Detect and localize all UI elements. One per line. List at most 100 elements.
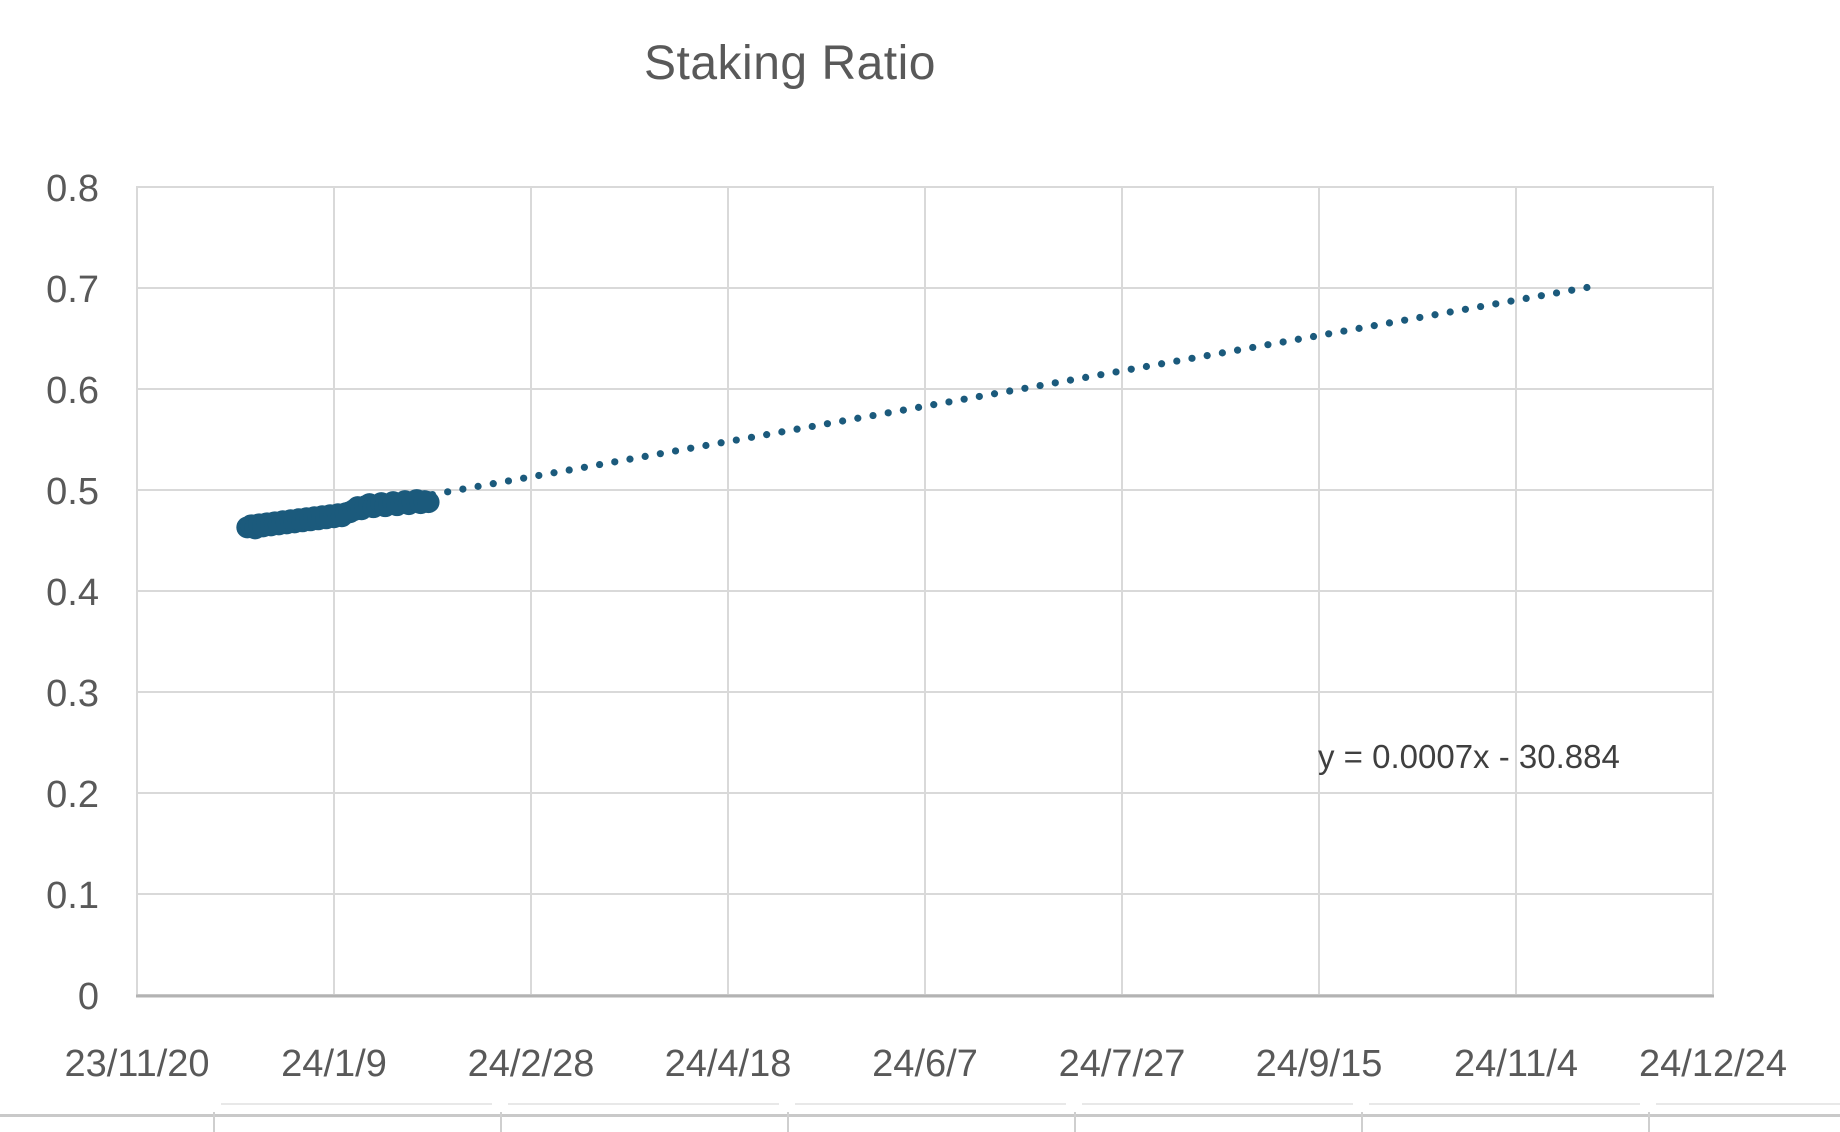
trendline-dot [854, 414, 862, 422]
trendline-dot [1279, 338, 1287, 346]
trendline-dot [930, 401, 938, 409]
trendline-dot [611, 458, 619, 466]
trendline-dot [1264, 341, 1272, 349]
y-axis-tick-label: 0.5 [46, 471, 99, 513]
trendline-dot [1325, 330, 1333, 338]
next-row-cell-divider [500, 1112, 502, 1132]
trendline-dot [1051, 379, 1059, 387]
x-axis-tick-label: 24/4/18 [665, 1043, 792, 1085]
trendline-dot [1294, 335, 1302, 343]
y-axis-tick-label: 0.8 [46, 168, 99, 210]
x-axis-tick-label: 24/12/24 [1639, 1043, 1787, 1085]
next-row-cell-top-edge [508, 1103, 779, 1105]
trendline-dot [444, 488, 452, 496]
trendline-dot [869, 411, 877, 420]
trendline-dot [1066, 376, 1075, 384]
trendline-dot [1340, 327, 1348, 335]
next-row-cell-top-edge [795, 1103, 1066, 1105]
x-axis-tick-label: 24/2/28 [468, 1043, 595, 1085]
trendline-dot [839, 417, 847, 425]
next-row-cell-top-edge [1369, 1103, 1640, 1105]
trendline-dot [1446, 308, 1454, 316]
trendline-dot [459, 485, 467, 493]
trendline-dot [1431, 311, 1439, 319]
trendline-dot [474, 482, 482, 490]
y-axis-tick-label: 0.1 [46, 875, 99, 917]
trendline-dot [1385, 319, 1394, 327]
chart-title: Staking Ratio [644, 37, 936, 90]
trendline-dot [1249, 343, 1257, 352]
trendline-dot [747, 433, 756, 441]
trendline-dot [1173, 357, 1181, 365]
trendline-equation-label: y = 0.0007x - 30.884 [1318, 738, 1620, 775]
x-axis-tick-label: 24/11/4 [1454, 1043, 1578, 1085]
next-row-cell-top-edge [1656, 1103, 1840, 1105]
trendline-dot [1127, 365, 1135, 373]
trendline-dot [1492, 300, 1500, 308]
trendline-dot [1568, 286, 1576, 294]
next-row-cell-top-edge [1082, 1103, 1353, 1105]
trendline-dot [1188, 354, 1196, 362]
trendline-dot [778, 428, 786, 436]
trendline-dot [899, 406, 907, 414]
trendline-dot [1416, 313, 1424, 322]
trendline-dot [1537, 292, 1545, 300]
y-axis-tick-label: 0.7 [46, 269, 99, 311]
trendline-dot [687, 444, 695, 452]
next-row-top-rule [0, 1114, 1840, 1117]
trendline-dot [1552, 289, 1561, 297]
x-axis-tick-label: 24/6/7 [872, 1043, 978, 1085]
next-row-cell-divider [1074, 1112, 1076, 1132]
trendline-dot [1082, 373, 1090, 381]
trendline-dot [990, 390, 999, 398]
next-row-cell-divider [787, 1112, 789, 1132]
x-axis-tick-label: 24/9/15 [1256, 1043, 1383, 1085]
trendline-dot [823, 420, 832, 428]
y-axis-tick-label: 0.2 [46, 774, 99, 816]
trendline-dot [975, 392, 983, 401]
trendline-dot [489, 480, 497, 488]
trendline-dot [1522, 294, 1530, 302]
trendline-dot [884, 409, 892, 417]
y-axis-tick-label: 0.3 [46, 673, 99, 715]
next-row-cell-top-edge [221, 1103, 492, 1105]
trendline-dot [1355, 324, 1363, 332]
next-row-cell-divider [213, 1112, 215, 1132]
trendline-dot [595, 460, 604, 469]
y-axis-tick-label: 0 [78, 976, 99, 1018]
trendline-dot [717, 439, 725, 447]
trendline-dot [1097, 371, 1105, 379]
trendline-dot [732, 436, 740, 444]
trendline-dot [504, 477, 513, 485]
trendline-dot [808, 422, 816, 431]
next-row-cell-divider [1361, 1112, 1363, 1132]
x-axis-tick-label: 24/1/9 [281, 1043, 387, 1085]
y-axis-tick-label: 0.6 [46, 370, 99, 412]
trendline-dot [626, 455, 634, 463]
trendline-dot [1218, 349, 1226, 357]
trendline-dot [1461, 305, 1470, 313]
trendline-dot [1370, 322, 1378, 330]
trendline-dot [702, 441, 710, 450]
trendline-dot [520, 474, 528, 482]
data-point [417, 491, 440, 514]
trendline-dot [550, 469, 558, 477]
trendline-dot [1309, 332, 1318, 341]
trendline-dot [1203, 352, 1211, 360]
trendline-dot [1158, 360, 1166, 368]
trendline-dot [914, 403, 923, 411]
next-row-cell-divider [1648, 1112, 1650, 1132]
trendline-dot [1112, 368, 1120, 376]
trendline-dot [580, 463, 588, 471]
trendline-dot [945, 398, 953, 406]
trendline-dot [1233, 346, 1242, 354]
trendline-dot [1036, 381, 1044, 390]
trendline-dot [641, 452, 649, 461]
trendline-dot [656, 450, 664, 458]
trendline-dot [793, 425, 801, 433]
trendline-dot [1142, 362, 1151, 371]
y-axis-tick-label: 0.4 [46, 572, 99, 614]
trendline-dot [671, 447, 680, 455]
